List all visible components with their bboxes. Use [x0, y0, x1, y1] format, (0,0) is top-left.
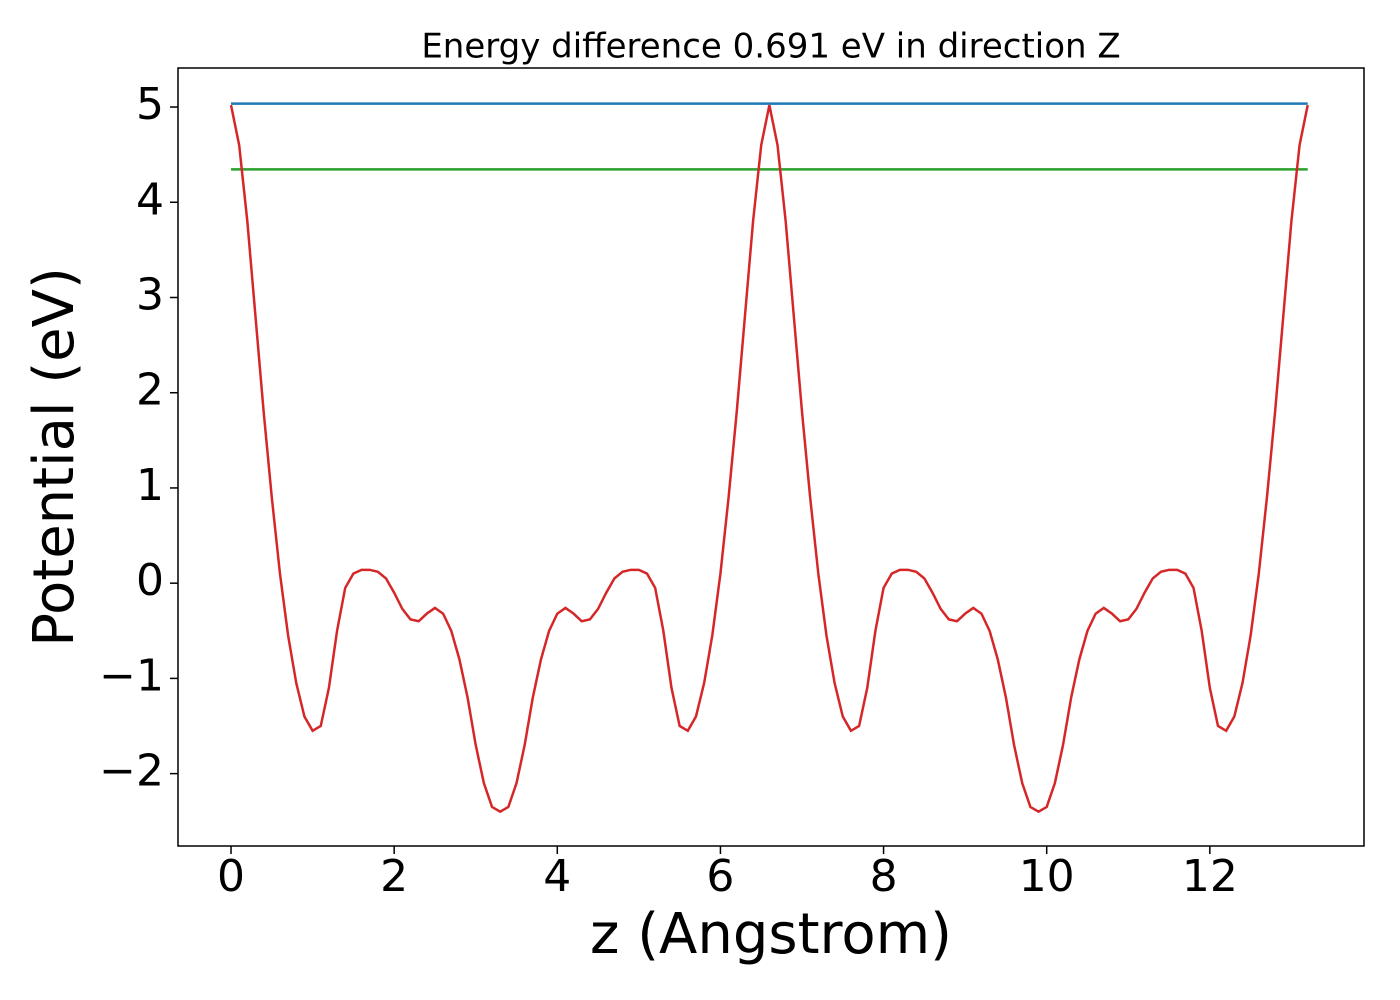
- y-axis-label: Potential (eV): [22, 267, 87, 647]
- x-tick-label: 8: [870, 851, 898, 902]
- y-tick-label: 2: [136, 365, 164, 416]
- x-tick-label: 0: [217, 851, 245, 902]
- y-tick-label: 3: [136, 269, 164, 320]
- y-tick-label: −2: [99, 746, 164, 797]
- line: [229, 104, 1309, 814]
- y-tick-label: 4: [136, 174, 164, 225]
- x-tick-label: 6: [706, 851, 734, 902]
- x-axis-label: z (Angstrom): [590, 902, 952, 967]
- y-tick-label: 5: [136, 79, 164, 130]
- y-tick-label: 1: [136, 460, 164, 511]
- x-tick-label: 10: [1019, 851, 1075, 902]
- plot-frame: [177, 67, 1365, 847]
- y-tick-label: 0: [136, 555, 164, 606]
- x-tick-label: 12: [1182, 851, 1238, 902]
- y-tick-label: −1: [99, 650, 164, 701]
- chart-title: Energy difference 0.691 eV in direction …: [421, 27, 1120, 67]
- x-tick-label: 2: [380, 851, 408, 902]
- x-tick-label: 4: [543, 851, 571, 902]
